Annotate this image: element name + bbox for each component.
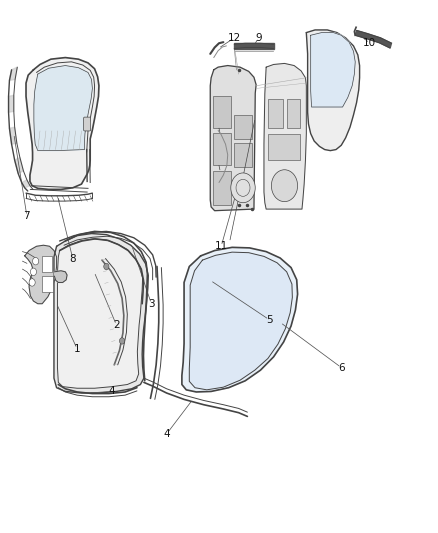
Polygon shape [182,247,297,392]
Bar [287,99,300,128]
Text: 12: 12 [228,33,241,43]
Text: 9: 9 [255,33,261,43]
Text: 2: 2 [113,320,120,330]
Polygon shape [355,30,392,48]
Text: 7: 7 [24,211,30,221]
Text: 11: 11 [215,241,228,251]
Circle shape [32,257,39,265]
Text: 6: 6 [338,362,345,373]
Bar [268,99,283,128]
Polygon shape [210,66,256,211]
Circle shape [29,279,35,286]
Text: 4: 4 [109,386,115,397]
Circle shape [272,169,297,201]
Polygon shape [264,63,306,209]
FancyBboxPatch shape [84,117,91,131]
Bar [42,256,52,272]
Text: 1: 1 [74,344,81,354]
Polygon shape [10,127,17,144]
Circle shape [30,268,36,276]
Bar [234,115,252,139]
Polygon shape [34,66,92,151]
Polygon shape [311,33,355,107]
Polygon shape [9,95,14,112]
Polygon shape [306,30,360,151]
Text: 10: 10 [363,38,376,48]
Polygon shape [21,180,30,188]
Polygon shape [25,245,57,304]
Bar [42,276,53,292]
Bar [213,133,231,165]
Polygon shape [26,58,99,189]
Polygon shape [54,271,67,282]
Polygon shape [189,252,292,390]
Bar [213,171,231,205]
Circle shape [104,263,109,270]
Polygon shape [10,67,17,80]
Polygon shape [14,158,23,173]
Polygon shape [54,233,148,393]
Circle shape [231,173,255,203]
Text: 8: 8 [69,254,76,263]
Polygon shape [57,239,143,388]
Bar [234,143,252,166]
Text: 4: 4 [163,429,170,439]
Circle shape [120,338,125,344]
Text: 3: 3 [148,298,155,309]
Polygon shape [234,43,274,49]
Bar [268,134,300,160]
Bar [213,96,231,128]
Text: 5: 5 [266,314,272,325]
